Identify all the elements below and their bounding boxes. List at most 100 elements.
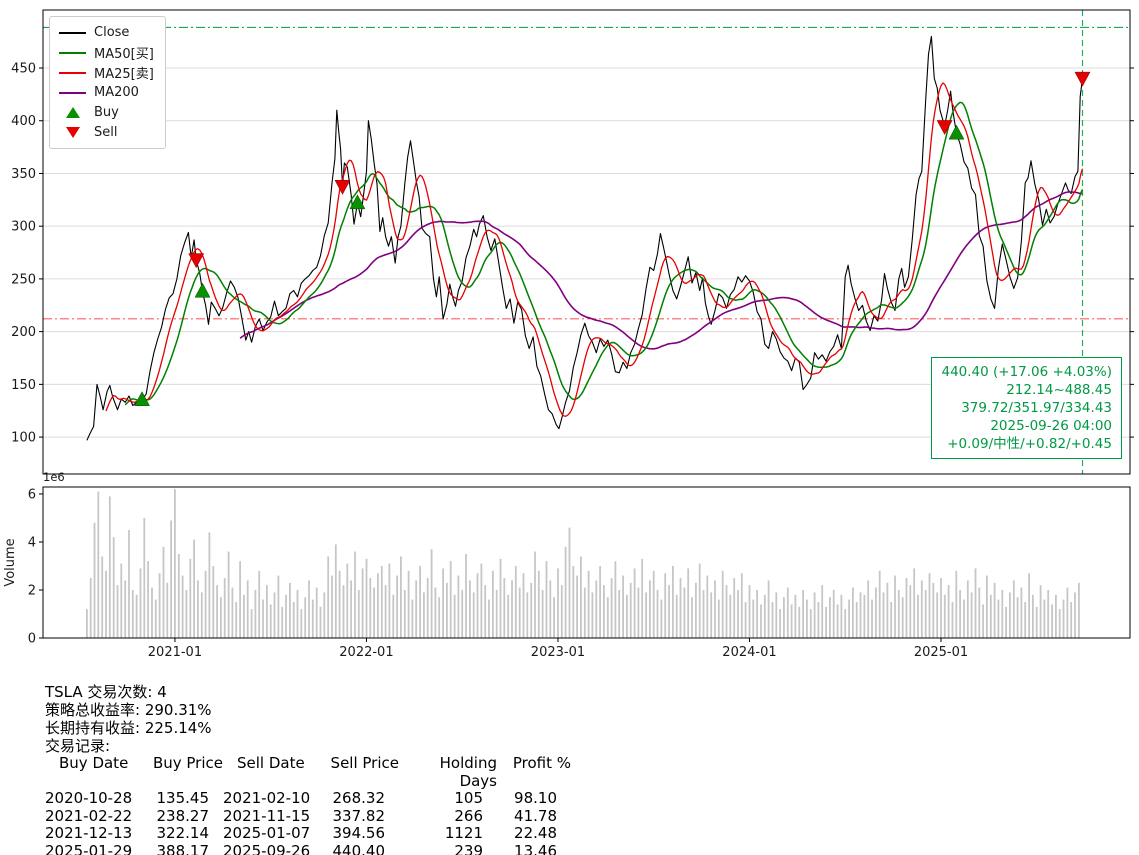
trade-row: 2025-01-29 388.17 2025-09-26 440.40 239 13.46 [45,841,571,855]
legend-label: MA200 [94,85,139,100]
svg-text:300: 300 [11,220,36,235]
svg-text:1e6: 1e6 [43,470,65,484]
hold-return-line: 长期持有收益: 225.14% [45,719,212,737]
ma25-line [105,82,1084,417]
legend-label: Buy [94,105,119,120]
legend-line-sample [59,91,86,94]
trade-cell: 2025-09-26 [223,841,311,855]
range-line: 212.14~488.45 [1006,382,1112,398]
svg-text:2021-01: 2021-01 [148,645,202,660]
legend-marker-sample [59,107,86,118]
svg-text:0: 0 [28,632,36,647]
trade-cell: 2021-12-13 [45,824,133,842]
svg-text:350: 350 [11,167,36,182]
legend-label: Sell [94,125,118,140]
trade-cell: 239 [454,841,483,855]
legend-item-close: Close [59,24,154,41]
trade-cell: 322.14 [156,824,210,842]
svg-text:400: 400 [11,114,36,129]
col-buy-date: Buy Date [59,754,129,772]
trade-cell: 2021-11-15 [223,806,311,825]
ma-values-line: 379.72/351.97/334.43 [961,400,1112,416]
svg-text:150: 150 [11,378,36,393]
svg-text:2025-01: 2025-01 [914,645,968,660]
legend-item-sell: Sell [59,124,154,141]
trade-cell: 268.32 [332,789,386,807]
sell-markers [188,71,1091,269]
svg-text:200: 200 [11,325,36,340]
svg-text:Volume: Volume [3,538,18,586]
trade-cell: 266 [454,806,483,825]
trade-cell: 440.40 [332,841,386,855]
price-gridlines [43,67,1130,438]
svg-text:2022-01: 2022-01 [339,645,393,660]
legend-item-ma50: MA50[买] [59,44,154,62]
line-sample [59,31,86,34]
svg-text:2024-01: 2024-01 [722,645,776,660]
trade-cell: 2025-01-29 [45,841,133,855]
line-sample [59,51,86,54]
svg-text:100: 100 [11,431,36,446]
svg-text:450: 450 [11,62,36,77]
trades-header: Buy Date Buy Price Sell Date Sell Price … [45,754,571,790]
trade-count-line: TSLA 交易次数: 4 [45,683,167,701]
ma200-line [239,191,1083,350]
legend-label: MA50[买] [94,47,154,62]
trade-row: 2021-02-22 238.27 2021-11-15 337.82 266 41.78 [45,806,571,826]
buy-markers [134,124,965,406]
trade-cell: 238.27 [156,806,210,825]
col-buy-price: Buy Price [152,754,223,772]
trade-row: 2021-12-13 322.14 2025-01-07 394.56 1121 22.4… [45,824,571,843]
svg-text:250: 250 [11,272,36,287]
axis-ticks [39,67,1134,642]
price-change-line: 440.40 (+17.06 +4.03%) [941,364,1112,380]
legend-item-ma200: MA200 [59,84,154,101]
svg-text:2023-01: 2023-01 [531,645,585,660]
sell-triangle-icon [65,127,80,138]
trade-report: TSLA 交易次数: 4 策略总收益率: 290.31% 长期持有收益: 225… [45,683,571,855]
legend-line-sample [59,51,86,54]
trade-cell: 105 [454,789,483,807]
trade-cell: 2021-02-22 [45,806,133,825]
trade-cell: 98.10 [514,789,557,807]
svg-text:2: 2 [28,583,36,598]
legend-line-sample [59,71,86,74]
quote-info-box: 440.40 (+17.06 +4.03%) 212.14~488.45 379… [931,357,1122,459]
volume-axes-frame [42,486,1131,639]
buy-triangle-icon [65,107,80,118]
trade-cell: 2020-10-28 [45,789,133,807]
close-line [86,35,1084,441]
trade-cell: 22.48 [514,824,557,842]
col-sell-price: Sell Price [330,754,399,772]
trade-cell: 337.82 [332,806,386,825]
timestamp-line: 2025-09-26 04:00 [990,418,1112,434]
col-profit-pct: Profit % [512,754,571,772]
svg-text:6: 6 [28,487,36,502]
svg-text:4: 4 [28,535,36,550]
volume-bars [86,489,1080,638]
records-label: 交易记录: [45,737,111,755]
strategy-return-line: 策略总收益率: 290.31% [45,701,212,719]
axis-tick-labels: 100 150 200 250 300 350 400 450 0 2 4 6 2021-01 2022-… [3,62,968,661]
trade-cell: 394.56 [332,824,386,842]
signal-line: +0.09/中性/+0.82/+0.45 [947,436,1112,452]
legend-line-sample [59,31,86,34]
trade-cell: 135.45 [156,789,210,807]
trade-cell: 41.78 [514,806,557,825]
legend-label: MA25[卖] [94,67,154,82]
trade-cell: 2021-02-10 [223,789,311,807]
legend-marker-sample [59,127,86,138]
col-sell-date: Sell Date [237,754,305,772]
line-sample [59,71,86,74]
line-sample [59,91,86,94]
col-holding-days: Holding Days [439,754,497,790]
ma50-line [124,101,1084,406]
trade-cell: 1121 [444,824,483,842]
trades-rows: 2020-10-28 135.45 2021-02-10 268.32 105 98.10… [45,789,571,855]
legend-item-buy: Buy [59,104,154,121]
trade-cell: 388.17 [156,841,210,855]
price-axes-frame [42,9,1131,475]
legend-item-ma25: MA25[卖] [59,64,154,82]
